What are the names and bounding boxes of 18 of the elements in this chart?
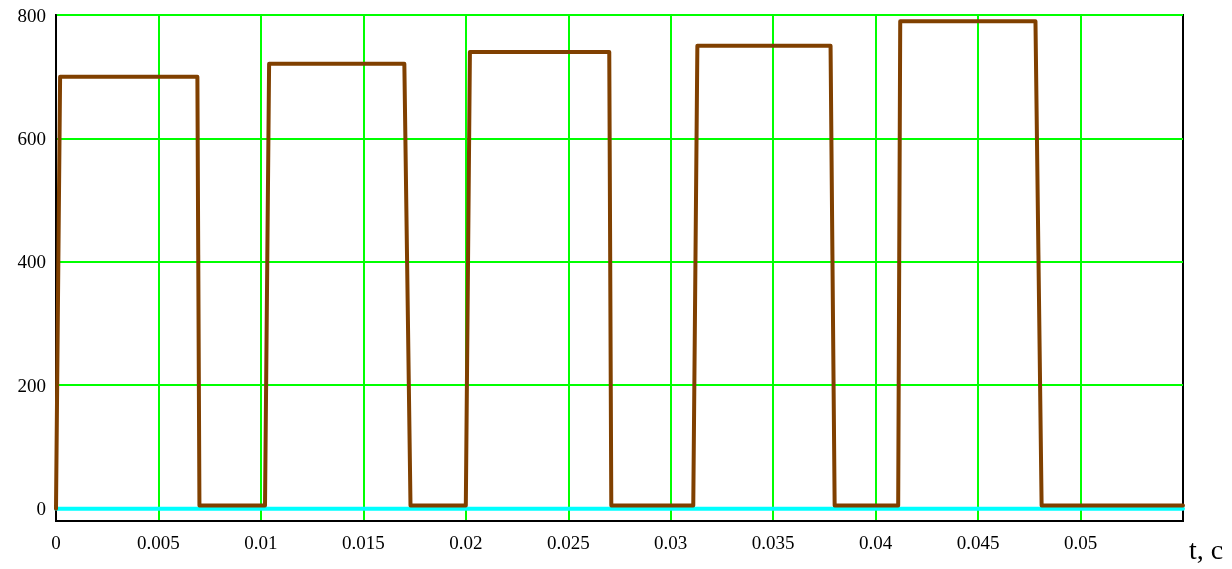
x-tick-label: 0.03 (654, 532, 688, 553)
y-tick-label: 600 (17, 127, 46, 149)
x-tick-label: 0.01 (244, 532, 278, 553)
y-tick-label: 200 (17, 374, 46, 396)
x-tick-label: 0.005 (137, 532, 180, 553)
line-series (54, 19, 1185, 511)
y-tick-label: 800 (17, 4, 46, 26)
x-tick-label: 0.04 (859, 532, 893, 553)
x-tick-label: 0.035 (751, 532, 795, 553)
x-tick-label: 0.015 (341, 532, 385, 553)
x-tick-label: 0.025 (546, 532, 590, 553)
x-axis-title: t, c (1189, 533, 1224, 565)
x-tick-label: 0.045 (956, 532, 1000, 553)
y-tick-label: 400 (17, 251, 46, 273)
x-tick-label: 0.05 (1063, 532, 1098, 553)
x-tick-label: 0 (51, 532, 61, 553)
x-tick-label: 0.02 (449, 532, 483, 553)
y-tick-label: 0 (36, 498, 46, 520)
